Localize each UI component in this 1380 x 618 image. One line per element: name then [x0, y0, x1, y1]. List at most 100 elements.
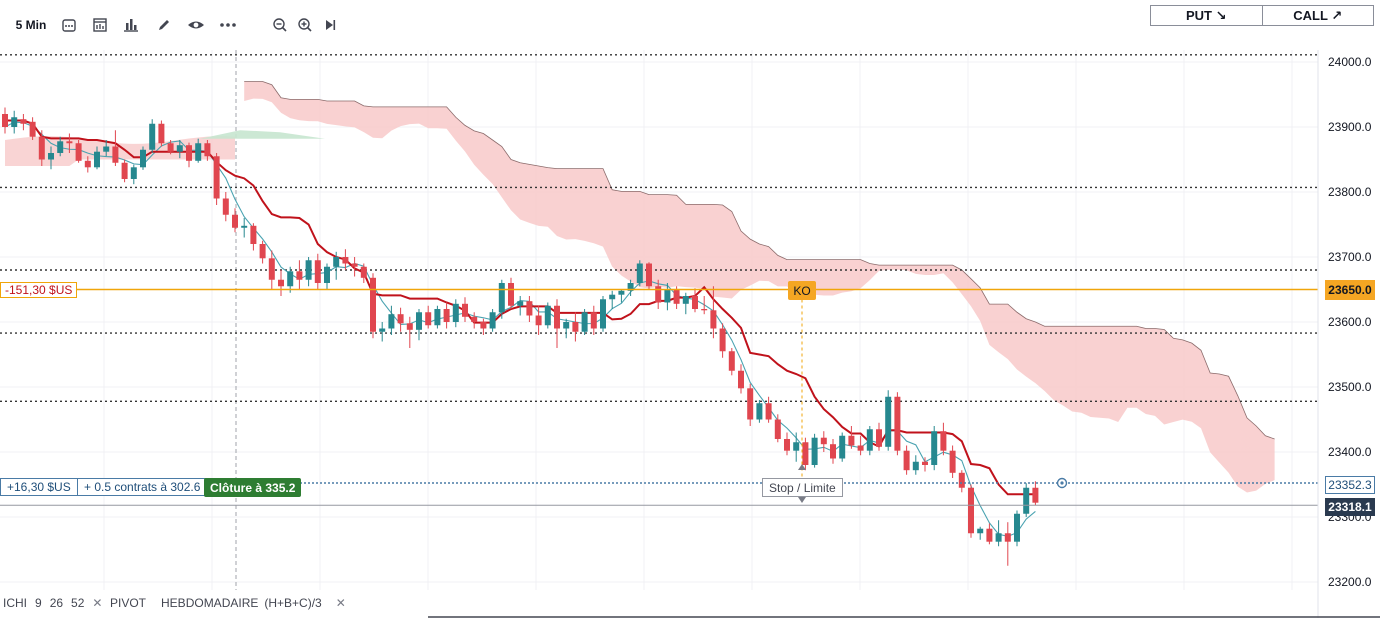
ko-badge[interactable]: KO — [788, 281, 816, 300]
candle-body — [609, 294, 616, 300]
ichimoku-remove-icon[interactable]: ✕ — [92, 596, 103, 610]
candle-body — [756, 403, 763, 420]
play-forward-icon[interactable] — [320, 8, 340, 42]
candle-body — [765, 403, 772, 420]
candle-body — [186, 145, 192, 161]
candle-body — [232, 214, 238, 228]
position-pnl-label[interactable]: +16,30 $US — [0, 478, 78, 496]
cloud-area — [244, 81, 1275, 493]
candle-body — [802, 442, 809, 465]
candle-body — [452, 303, 459, 322]
candle-body — [462, 303, 468, 317]
candle-body — [57, 141, 64, 153]
call-button[interactable]: CALL ↗ — [1293, 7, 1343, 23]
candle-body — [995, 533, 1002, 542]
candle-body — [958, 472, 965, 488]
stop-limit-button[interactable]: Stop / Limite — [762, 478, 843, 497]
candle-body — [811, 437, 818, 465]
candle-body — [48, 153, 54, 160]
candle-body — [738, 370, 744, 389]
candle-body — [250, 225, 257, 244]
candle-body — [213, 156, 220, 199]
candle-body — [646, 263, 652, 287]
interval-selector[interactable]: 5 Min — [15, 18, 47, 32]
candle-body — [222, 198, 229, 215]
pivot-name: PIVOT — [110, 596, 147, 610]
candle-body — [84, 160, 91, 168]
candle-body — [655, 286, 662, 303]
candle-body — [1004, 533, 1011, 542]
candle-body — [600, 299, 606, 329]
put-button[interactable]: PUT ↘ — [1151, 6, 1263, 25]
cloud-area-bullish — [200, 130, 325, 139]
candle-body — [268, 258, 275, 280]
pivot-remove-icon[interactable]: ✕ — [335, 596, 346, 610]
candle-body — [627, 283, 634, 291]
candle-body — [701, 309, 708, 311]
candle-body — [406, 323, 413, 330]
zoom-in-icon[interactable] — [295, 8, 315, 42]
candle-body — [75, 143, 82, 161]
candle-body — [416, 312, 422, 330]
indicators-icon[interactable] — [89, 8, 111, 42]
candle-body — [176, 145, 183, 152]
candle-body — [195, 143, 202, 161]
candle-body — [866, 429, 873, 451]
candle-body — [480, 322, 487, 329]
pivot-param-1: HEBDOMADAIRE — [161, 596, 259, 610]
candle-body — [618, 290, 625, 295]
candle-body — [839, 435, 846, 459]
position-price-tag: 23352.3 — [1325, 476, 1375, 494]
candle-body — [296, 271, 303, 280]
eye-icon[interactable] — [185, 8, 207, 42]
candle-body — [517, 301, 524, 306]
candle-body — [38, 136, 45, 160]
candle-body — [508, 283, 514, 306]
candle-body — [747, 388, 754, 420]
current-price-tag: 23318.1 — [1325, 498, 1375, 516]
more-icon[interactable] — [217, 8, 239, 42]
candle-body — [931, 431, 938, 465]
ichimoku-legend[interactable]: ICHI 9 26 52 ✕ — [3, 596, 102, 610]
candle-body — [130, 167, 137, 179]
zoom-out-icon[interactable] — [270, 8, 290, 42]
candle-body — [498, 283, 505, 313]
candle-body — [397, 314, 404, 324]
close-position-button[interactable]: Clôture à 335.2 — [204, 478, 302, 497]
ko-pnl-label[interactable]: -151,30 $US — [0, 282, 78, 298]
candle-body — [682, 296, 689, 304]
bar-chart-icon[interactable] — [120, 8, 142, 42]
candle-body — [885, 396, 892, 447]
candle-body — [333, 257, 340, 267]
candle-body — [830, 444, 836, 459]
candle-body — [425, 312, 432, 326]
candle-body — [140, 149, 146, 168]
candle-body — [443, 309, 450, 322]
candle-body — [259, 244, 266, 259]
position-contracts-label[interactable]: + 0.5 contrats à 302.6 — [77, 478, 208, 496]
candle-body — [29, 121, 36, 137]
draw-pencil-icon[interactable] — [153, 8, 175, 42]
candle-body — [103, 146, 110, 152]
candle-body — [324, 266, 330, 283]
candle-body — [526, 301, 533, 316]
candle-type-icon[interactable] — [58, 8, 80, 42]
ichimoku-name: ICHI — [3, 596, 27, 610]
cloud-span-b-line — [244, 81, 1275, 440]
stop-down-arrow — [798, 497, 806, 503]
pivot-legend[interactable]: PIVOT HEBDOMADAIRE (H+B+C)/3 ✕ — [110, 596, 346, 610]
stop-up-arrow — [798, 464, 806, 470]
candle-body — [11, 117, 18, 127]
candle-body — [314, 260, 321, 283]
price-tick-label: 23800.0 — [1328, 185, 1372, 199]
price-tick-label: 23400.0 — [1328, 445, 1372, 459]
price-tick-label: 23200.0 — [1328, 575, 1372, 589]
candle-body — [922, 461, 928, 465]
candle-body — [554, 305, 560, 329]
candle-body — [167, 143, 174, 152]
candle-body — [692, 296, 698, 309]
candle-body — [728, 351, 735, 371]
candle-body — [572, 322, 579, 332]
price-tick-label: 23700.0 — [1328, 250, 1372, 264]
